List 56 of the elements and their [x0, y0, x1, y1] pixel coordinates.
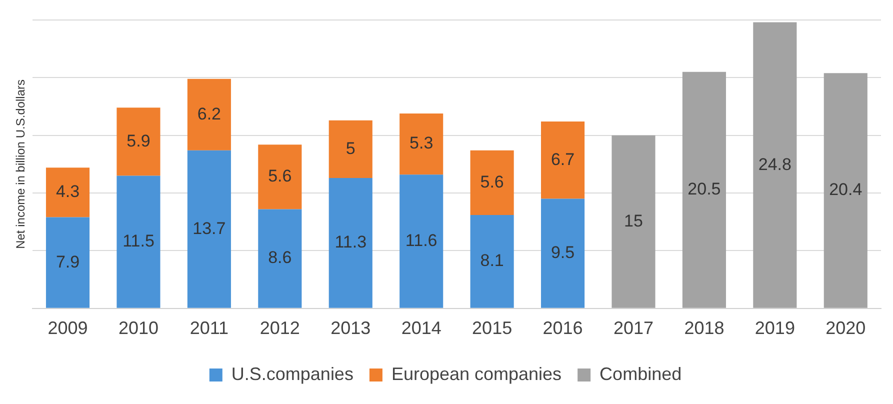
bar	[824, 73, 868, 308]
x-tick-label: 2010	[118, 318, 158, 338]
x-tick-label: 2017	[613, 318, 654, 338]
bar	[187, 78, 231, 150]
x-tick-label: 2014	[401, 318, 442, 338]
data-label: 7.9	[56, 252, 80, 272]
bar	[46, 217, 90, 308]
legend-label: European companies	[391, 364, 562, 384]
data-label: 5.9	[126, 131, 150, 150]
x-tick-label: 2015	[472, 318, 512, 338]
bar	[328, 178, 372, 308]
bar	[470, 214, 514, 308]
data-label: 5.3	[410, 134, 434, 153]
bar	[187, 150, 231, 308]
bar	[540, 198, 585, 308]
data-label: 9.5	[550, 243, 575, 262]
bar	[612, 135, 656, 308]
data-label: 8.1	[480, 251, 504, 270]
data-label: 8.6	[268, 248, 292, 268]
legend-label: U.S.companies	[231, 364, 354, 384]
x-tick-label: 2018	[684, 318, 724, 338]
data-label: 11.3	[334, 232, 367, 252]
y-axis-title: Net income in billion U.S.dollars	[14, 79, 28, 249]
bar	[258, 209, 302, 308]
x-tick-label: 2009	[48, 318, 88, 338]
bar	[328, 120, 372, 178]
bar	[46, 168, 90, 218]
bar	[116, 108, 160, 176]
data-label: 24.8	[758, 154, 792, 174]
x-tick-label: 2020	[826, 318, 866, 338]
bar	[400, 174, 444, 308]
data-label: 13.7	[192, 218, 226, 238]
bar	[470, 150, 514, 215]
x-tick-label: 2016	[542, 318, 583, 338]
data-label: 4.3	[56, 182, 80, 202]
x-tick-label: 2013	[330, 318, 371, 338]
data-label: 11.6	[405, 230, 438, 250]
x-tick-label: 2012	[260, 318, 300, 338]
data-label: 6.7	[550, 150, 575, 169]
data-label: 11.5	[122, 232, 154, 251]
x-tick-label: 2019	[754, 318, 795, 338]
legend-label: Combined	[600, 364, 682, 384]
bar	[258, 144, 302, 210]
bar	[753, 22, 797, 308]
data-label: 15	[624, 211, 643, 230]
data-label: 5.6	[268, 166, 292, 186]
data-label: 20.5	[688, 180, 721, 199]
data-label: 20.4	[829, 180, 862, 200]
bar	[400, 113, 444, 175]
data-label: 5	[346, 138, 356, 158]
bar	[540, 122, 585, 199]
bar	[682, 72, 726, 308]
bar	[116, 176, 160, 308]
data-label: 5.6	[480, 172, 504, 192]
x-tick-label: 2011	[190, 318, 229, 338]
data-label: 6.2	[197, 104, 222, 124]
